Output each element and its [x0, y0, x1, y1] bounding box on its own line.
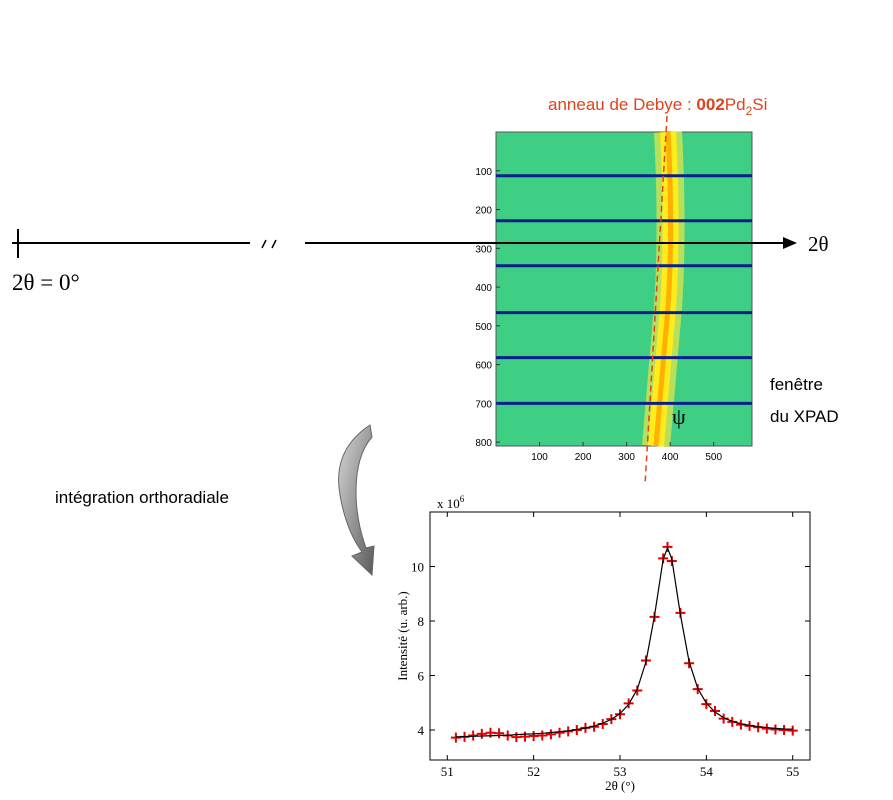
y-tick-label: 700 — [475, 399, 492, 410]
x-tick-label: 51 — [441, 764, 454, 779]
x-tick-label: 300 — [618, 452, 635, 463]
data-point — [468, 730, 479, 741]
debye-ring-core — [653, 131, 674, 447]
y-tick-label: 100 — [475, 167, 492, 178]
y-multiplier: x 106 — [437, 494, 465, 511]
y-tick-label: 200 — [475, 206, 492, 217]
debye-label: anneau de Debye : 002Pd2Si — [548, 95, 767, 118]
y-tick-label: 600 — [475, 361, 492, 372]
y-tick-label: 10 — [411, 560, 424, 575]
y-tick-label: 8 — [418, 614, 425, 629]
data-point — [537, 730, 548, 741]
intensity-plot: x 106 2θ (°) Intensité (u. arb.) 4 6 8 10 51… — [395, 494, 811, 793]
fit-line — [455, 546, 793, 738]
detector: 100 200 300 400 500 600 700 800 100 200 300 400 500 — [475, 131, 753, 463]
x-tick-label: 400 — [662, 452, 679, 463]
arrowhead — [783, 237, 797, 249]
data-point — [761, 723, 772, 734]
y-tick-label: 4 — [418, 723, 425, 738]
origin-label: 2θ = 0° — [12, 270, 80, 295]
y-tick-label: 500 — [475, 322, 492, 333]
x-tick-label: 100 — [531, 452, 548, 463]
x-tick-label: 200 — [575, 452, 592, 463]
x-tick-label: 500 — [705, 452, 722, 463]
debye-ring-pointer — [644, 115, 668, 486]
data-point — [528, 731, 539, 742]
psi-label: ψ — [672, 404, 686, 429]
data-point — [520, 731, 530, 742]
data-point — [494, 728, 505, 739]
window-label: fenêtre — [770, 375, 823, 394]
y-tick-label: 400 — [475, 283, 492, 294]
plot-frame — [429, 511, 811, 761]
data-point — [554, 727, 565, 738]
data-point — [511, 732, 522, 743]
y-tick-label: 300 — [475, 244, 492, 255]
integration-arrow — [338, 424, 375, 577]
data-point — [450, 732, 461, 743]
data-point — [710, 705, 720, 716]
data-point — [476, 728, 487, 739]
y-tick-label: 800 — [475, 438, 492, 449]
data-point — [545, 729, 556, 740]
y-tick-label: 6 — [418, 669, 425, 684]
axis-end-label: 2θ — [808, 232, 829, 256]
data-point — [787, 725, 798, 736]
y-axis-label: Intensité (u. arb.) — [395, 591, 410, 681]
x-axis-label: 2θ (°) — [605, 778, 635, 793]
data-point — [779, 725, 790, 736]
x-tick-label: 55 — [786, 764, 799, 779]
data-point — [770, 724, 781, 735]
detector-image — [495, 131, 753, 447]
x-tick-label: 54 — [700, 764, 714, 779]
axis-break — [261, 239, 277, 249]
x-tick-label: 53 — [614, 764, 627, 779]
window-label: du XPAD — [770, 407, 839, 426]
x-tick-label: 52 — [527, 764, 540, 779]
integration-label: intégration orthoradiale — [55, 488, 229, 507]
